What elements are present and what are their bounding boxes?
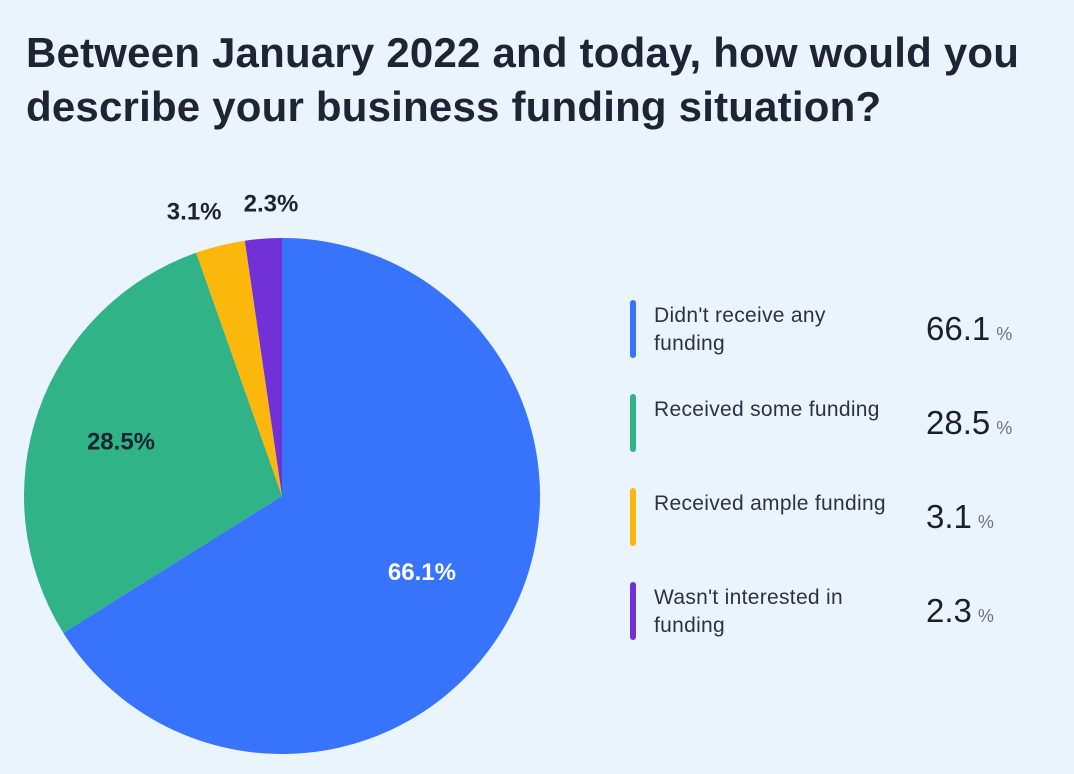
legend-swatch bbox=[630, 488, 636, 546]
pie-slice-no-funding bbox=[63, 238, 540, 754]
legend-value: 2.3% bbox=[926, 592, 994, 630]
legend-swatch bbox=[630, 300, 636, 358]
legend-swatch bbox=[630, 394, 636, 452]
slice-label-some-funding: 28.5% bbox=[87, 429, 155, 456]
legend-value: 28.5% bbox=[926, 404, 1012, 442]
legend-label: Received ample funding bbox=[654, 492, 886, 515]
legend-swatch bbox=[630, 582, 636, 640]
legend-value: 3.1% bbox=[926, 498, 994, 536]
legend-value-number: 3.1 bbox=[926, 498, 972, 535]
legend-label: Wasn't interested in funding bbox=[654, 586, 843, 637]
legend-value-unit: % bbox=[977, 512, 994, 532]
pie-slice-ample-funding bbox=[196, 240, 282, 496]
pie-slice-some-funding bbox=[24, 252, 283, 633]
legend-label: Didn't receive any funding bbox=[654, 304, 826, 355]
pie-slice-not-interested bbox=[244, 238, 282, 496]
legend-value-unit: % bbox=[996, 324, 1013, 344]
legend-value-number: 2.3 bbox=[926, 592, 972, 629]
legend: Didn't receive any funding 66.1% Received … bbox=[630, 300, 1050, 676]
slice-label-not-interested: 2.3% bbox=[244, 191, 299, 218]
legend-item-ample-funding: Received ample funding 3.1% bbox=[630, 488, 1050, 546]
legend-item-some-funding: Received some funding 28.5% bbox=[630, 394, 1050, 452]
legend-label: Received some funding bbox=[654, 398, 880, 421]
chart-title: Between January 2022 and today, how woul… bbox=[26, 29, 1020, 130]
slice-label-ample-funding: 3.1% bbox=[167, 198, 222, 225]
legend-value-number: 28.5 bbox=[926, 404, 991, 441]
pie-chart: 66.1% 28.5% 3.1% 2.3% bbox=[24, 191, 540, 754]
legend-value-unit: % bbox=[996, 418, 1013, 438]
legend-item-not-interested: Wasn't interested in funding 2.3% bbox=[630, 582, 1050, 640]
legend-value-number: 66.1 bbox=[926, 310, 991, 347]
slice-label-no-funding: 66.1% bbox=[388, 559, 456, 586]
legend-value: 66.1% bbox=[926, 310, 1012, 348]
legend-item-no-funding: Didn't receive any funding 66.1% bbox=[630, 300, 1050, 358]
legend-value-unit: % bbox=[977, 606, 994, 626]
